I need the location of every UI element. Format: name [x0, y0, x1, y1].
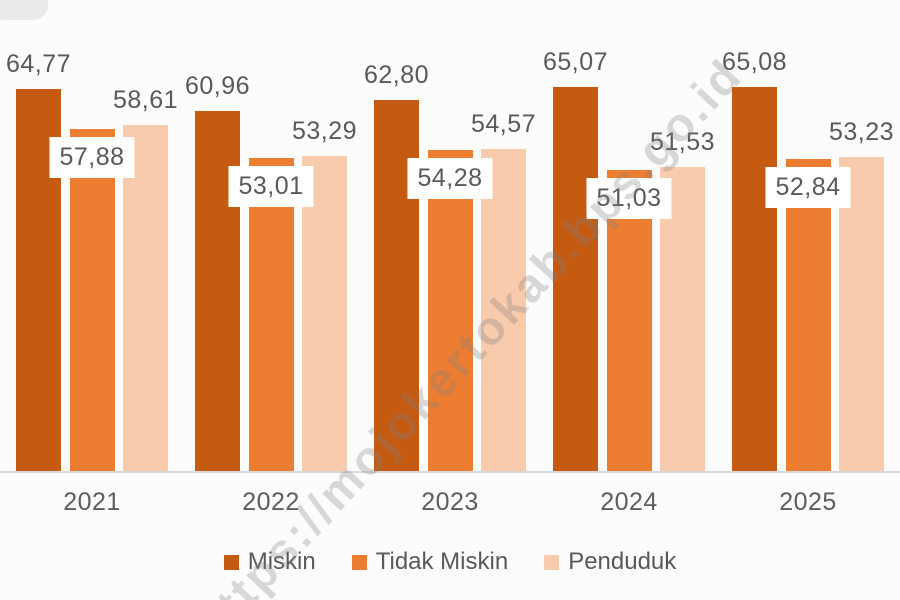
bar-tidak-miskin-2025: [785, 158, 831, 471]
x-axis-label-2025: 2025: [779, 488, 837, 516]
value-label-tidak-miskin-2025: 52,84: [765, 166, 851, 208]
legend-label-miskin: Miskin: [247, 548, 316, 575]
x-axis-label-2024: 2024: [600, 488, 658, 516]
bar-tidak-miskin-2022: [248, 157, 294, 471]
x-axis-label-2022: 2022: [242, 488, 300, 516]
legend-swatch-penduduk: [544, 554, 560, 570]
value-label-miskin-2023: 62,80: [363, 61, 430, 90]
legend-swatch-tidak-miskin: [351, 554, 367, 570]
watermark-corner-blob: [0, 0, 48, 20]
value-label-miskin-2021: 64,77: [5, 49, 72, 78]
legend-label-penduduk: Penduduk: [568, 548, 677, 575]
bar-penduduk-2021: [123, 124, 168, 471]
value-label-penduduk-2021: 58,61: [112, 85, 179, 114]
legend-item-tidak-miskin: Tidak Miskin: [351, 548, 509, 576]
legend-item-miskin: Miskin: [223, 548, 316, 576]
legend-swatch-miskin: [223, 554, 239, 570]
value-label-penduduk-2023: 54,57: [470, 109, 537, 138]
bar-penduduk-2025: [839, 156, 884, 471]
bar-tidak-miskin-2021: [69, 129, 115, 471]
bar-miskin-2023: [374, 100, 419, 471]
value-label-penduduk-2024: 51,53: [649, 127, 716, 156]
value-label-tidak-miskin-2023: 54,28: [407, 158, 493, 200]
value-label-miskin-2024: 65,07: [542, 47, 609, 76]
value-label-miskin-2022: 60,96: [184, 72, 251, 101]
bar-penduduk-2023: [481, 148, 526, 471]
legend-label-tidak-miskin: Tidak Miskin: [375, 548, 509, 575]
bar-penduduk-2022: [302, 156, 347, 471]
bar-miskin-2025: [732, 86, 777, 471]
value-label-penduduk-2022: 53,29: [291, 117, 358, 146]
legend: Miskin Tidak Miskin Penduduk: [0, 548, 900, 576]
x-axis-label-2023: 2023: [421, 488, 479, 516]
value-label-tidak-miskin-2021: 57,88: [49, 137, 135, 179]
x-axis-line: [0, 471, 900, 473]
x-axis-label-2021: 2021: [63, 488, 121, 516]
value-label-tidak-miskin-2024: 51,03: [586, 177, 672, 219]
legend-item-penduduk: Penduduk: [544, 548, 676, 576]
bar-tidak-miskin-2023: [427, 150, 473, 471]
value-label-penduduk-2025: 53,23: [828, 117, 895, 146]
bar-miskin-2024: [553, 86, 598, 471]
value-label-tidak-miskin-2022: 53,01: [228, 165, 314, 207]
value-label-miskin-2025: 65,08: [721, 47, 788, 76]
bar-tidak-miskin-2024: [606, 169, 652, 471]
